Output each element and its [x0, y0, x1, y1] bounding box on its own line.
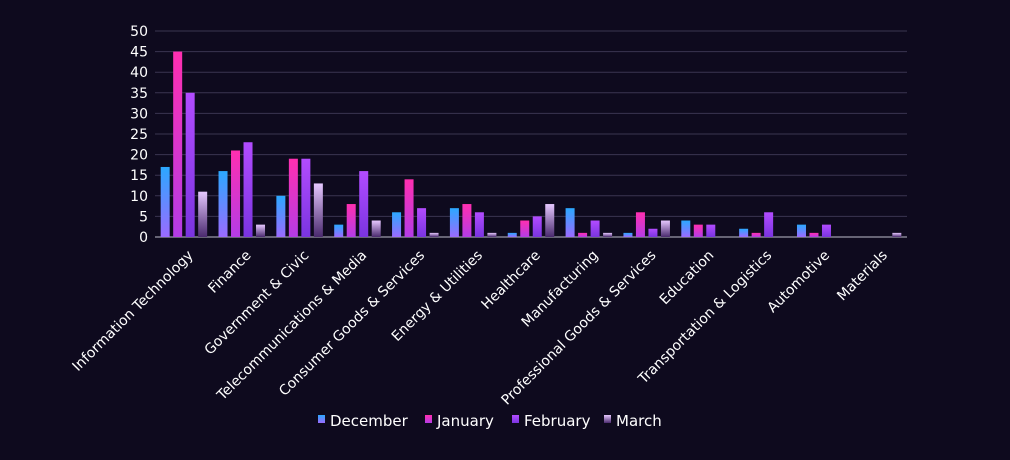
bar-january-8: [635, 212, 645, 237]
bar-december-8: [623, 232, 633, 237]
bar-december-4: [392, 212, 402, 237]
bar-march-5: [487, 232, 497, 237]
bar-march-1: [256, 224, 266, 237]
bar-january-0: [173, 51, 183, 237]
x-tick-label: Education: [657, 248, 718, 309]
bar-march-6: [545, 204, 555, 237]
y-tick-label: 5: [139, 209, 148, 225]
bar-february-0: [185, 92, 195, 237]
y-axis-ticks: 0 5 10 15 20 25 30 35 40 45 50: [130, 24, 148, 246]
y-tick-label: 30: [130, 106, 148, 122]
bar-february-10: [764, 212, 774, 237]
bar-december-3: [334, 224, 344, 237]
x-tick-label: Automotive: [764, 248, 833, 317]
x-axis-labels: Information Technology FinanceGovernment …: [70, 248, 891, 409]
bar-march-0: [198, 191, 208, 237]
y-tick-label: 15: [130, 168, 148, 184]
legend-label-january: January: [436, 412, 494, 430]
bar-march-7: [603, 232, 613, 237]
bar-january-7: [578, 232, 588, 237]
y-tick-label: 25: [130, 127, 148, 143]
y-tick-label: 0: [139, 230, 148, 246]
y-tick-label: 50: [130, 24, 148, 40]
bar-december-7: [565, 208, 575, 237]
y-tick-label: 35: [130, 86, 148, 102]
bar-february-5: [474, 212, 484, 237]
bar-january-11: [809, 232, 819, 237]
x-tick-label: Government & Civic: [202, 248, 313, 359]
bar-january-4: [404, 179, 414, 237]
bars: [160, 51, 902, 237]
bar-january-5: [462, 204, 472, 237]
bar-march-4: [429, 232, 439, 237]
bar-december-2: [276, 195, 286, 237]
x-tick-label: Information Technology: [70, 248, 197, 375]
bar-january-6: [520, 220, 530, 237]
legend-label-march: March: [616, 412, 662, 430]
bar-december-6: [507, 232, 517, 237]
bar-march-8: [660, 220, 670, 237]
bar-december-10: [739, 228, 749, 237]
bar-january-3: [346, 204, 356, 237]
y-tick-label: 10: [130, 189, 148, 205]
bar-january-1: [231, 150, 241, 237]
bar-december-0: [160, 166, 170, 237]
bar-march-12: [892, 232, 902, 237]
bar-january-10: [751, 232, 761, 237]
legend-swatch-february: [512, 415, 519, 423]
y-tick-label: 45: [130, 45, 148, 61]
x-tick-label: Materials: [834, 248, 891, 305]
y-tick-label: 20: [130, 148, 148, 164]
bar-february-1: [243, 142, 253, 237]
bar-february-11: [821, 224, 831, 237]
bar-january-2: [288, 158, 298, 237]
y-tick-label: 40: [130, 65, 148, 81]
x-tick-label: Finance: [205, 248, 254, 297]
bar-february-3: [359, 171, 369, 237]
bar-march-2: [313, 183, 323, 237]
bar-december-11: [796, 224, 806, 237]
bar-december-5: [449, 208, 459, 237]
bar-february-9: [706, 224, 716, 237]
bar-february-7: [590, 220, 600, 237]
bar-december-9: [681, 220, 691, 237]
grid-lines: [155, 30, 907, 238]
bar-february-8: [648, 228, 658, 237]
bar-december-1: [218, 171, 228, 237]
bar-february-4: [417, 208, 427, 237]
legend-label-december: December: [330, 412, 409, 430]
bar-march-3: [371, 220, 381, 237]
legend-label-february: February: [524, 412, 591, 430]
legend-swatch-march: [604, 415, 611, 423]
legend: December January February March: [318, 412, 662, 430]
bar-february-2: [301, 158, 311, 237]
bar-january-9: [693, 224, 703, 237]
bar-february-6: [532, 216, 542, 237]
legend-swatch-december: [318, 415, 325, 423]
legend-swatch-january: [425, 415, 432, 423]
